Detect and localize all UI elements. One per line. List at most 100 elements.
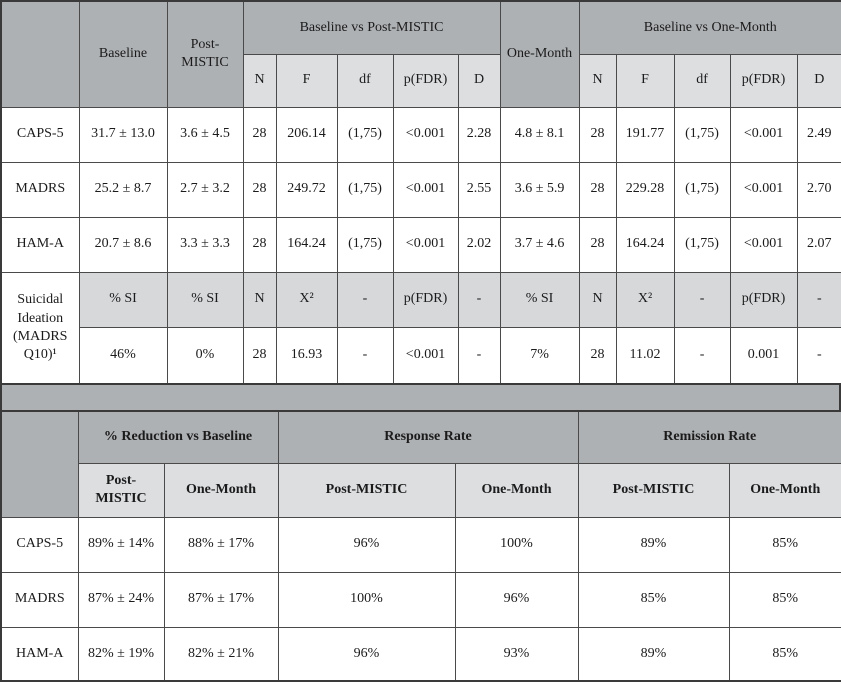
data-cell: 85%: [728, 626, 841, 682]
subheader-df: df: [336, 53, 394, 108]
header-response-rate: Response Rate: [277, 410, 579, 464]
data-cell: -: [457, 326, 501, 385]
data-cell: 3.6 ± 5.9: [499, 161, 580, 218]
table-row: Suicidal Ideation (MADRS Q10)¹ % SI % SI…: [0, 271, 841, 385]
data-cell: 2.49: [796, 106, 841, 163]
data-cell: 206.14: [275, 106, 338, 163]
corner-cell: [0, 410, 79, 518]
data-cell: 25.2 ± 8.7: [78, 161, 168, 218]
data-cell: 28: [578, 216, 617, 273]
data-cell: 96%: [277, 626, 456, 682]
si-subheader: % SI: [78, 271, 168, 328]
data-cell: (1,75): [336, 106, 394, 163]
si-subheader: X²: [275, 271, 338, 328]
data-cell: 2.55: [457, 161, 501, 218]
data-cell: 87% ± 24%: [77, 571, 165, 628]
si-subheader: -: [336, 271, 394, 328]
row-label-hama: HAM-A: [0, 626, 79, 682]
si-subheader: % SI: [166, 271, 244, 328]
subheader-df: df: [673, 53, 731, 108]
data-cell: 100%: [277, 571, 456, 628]
si-subheader: -: [673, 271, 731, 328]
data-cell: 31.7 ± 13.0: [78, 106, 168, 163]
subheader-n: N: [578, 53, 617, 108]
si-subheader: -: [796, 271, 841, 328]
row-label-suicidal-ideation: Suicidal Ideation (MADRS Q10)¹: [0, 271, 80, 385]
separator-band: [0, 385, 841, 410]
data-cell: 89%: [577, 626, 730, 682]
data-cell: 85%: [728, 571, 841, 628]
data-cell: 0.001: [729, 326, 798, 385]
data-cell: (1,75): [673, 161, 731, 218]
row-label-caps5: CAPS-5: [0, 516, 79, 573]
si-subheader: -: [457, 271, 501, 328]
data-cell: 85%: [728, 516, 841, 573]
data-cell: <0.001: [392, 161, 459, 218]
data-cell: -: [796, 326, 841, 385]
subheader-post-mistic: Post-MISTIC: [277, 462, 456, 518]
si-subheader: p(FDR): [392, 271, 459, 328]
data-cell: 100%: [454, 516, 579, 573]
data-cell: -: [336, 326, 394, 385]
data-cell: 4.8 ± 8.1: [499, 106, 580, 163]
data-cell: (1,75): [336, 161, 394, 218]
data-cell: 87% ± 17%: [163, 571, 279, 628]
si-subheader: p(FDR): [729, 271, 798, 328]
table-row: 46% 0% 28 16.93 - <0.001 - 7% 28 11.02 -…: [1, 326, 841, 385]
data-cell: 28: [242, 216, 277, 273]
data-cell: <0.001: [729, 106, 798, 163]
data-cell: 89% ± 14%: [77, 516, 165, 573]
header-remission-rate: Remission Rate: [577, 410, 841, 464]
data-cell: <0.001: [729, 161, 798, 218]
data-cell: 3.6 ± 4.5: [166, 106, 244, 163]
data-cell: 191.77: [615, 106, 675, 163]
rates-table: % Reduction vs Baseline Response Rate Re…: [0, 410, 841, 682]
subheader-f: F: [275, 53, 338, 108]
table-row: MADRS 25.2 ± 8.7 2.7 ± 3.2 28 249.72 (1,…: [0, 161, 841, 218]
data-cell: <0.001: [392, 326, 459, 385]
data-cell: 28: [578, 161, 617, 218]
subheader-f: F: [615, 53, 675, 108]
header-baseline: Baseline: [78, 0, 168, 108]
data-cell: 96%: [454, 571, 579, 628]
data-cell: 3.7 ± 4.6: [499, 216, 580, 273]
data-cell: 249.72: [275, 161, 338, 218]
data-cell: 28: [578, 106, 617, 163]
data-cell: 20.7 ± 8.6: [78, 216, 168, 273]
data-cell: 28: [242, 326, 277, 385]
corner-cell: [0, 0, 80, 108]
data-cell: 2.70: [796, 161, 841, 218]
header-baseline-vs-one-month: Baseline vs One-Month: [578, 0, 841, 55]
data-cell: 0%: [166, 326, 244, 385]
table-row: MADRS 87% ± 24% 87% ± 17% 100% 96% 85% 8…: [0, 571, 841, 628]
data-cell: 96%: [277, 516, 456, 573]
row-label-madrs: MADRS: [0, 161, 80, 218]
table-row: HAM-A 82% ± 19% 82% ± 21% 96% 93% 89% 85…: [0, 626, 841, 682]
data-cell: 7%: [499, 326, 580, 385]
data-cell: 82% ± 19%: [77, 626, 165, 682]
subheader-post-mistic: Post-MISTIC: [577, 462, 730, 518]
statistics-table: Baseline Post-MISTIC Baseline vs Post-MI…: [0, 0, 841, 385]
row-label-caps5: CAPS-5: [0, 106, 80, 163]
data-cell: 2.07: [796, 216, 841, 273]
data-cell: 89%: [577, 516, 730, 573]
data-cell: 11.02: [615, 326, 675, 385]
data-cell: (1,75): [336, 216, 394, 273]
header-one-month: One-Month: [499, 0, 580, 108]
header-baseline-vs-post-mistic: Baseline vs Post-MISTIC: [242, 0, 501, 55]
data-cell: (1,75): [673, 216, 731, 273]
si-subheader: N: [578, 271, 617, 328]
data-cell: 16.93: [275, 326, 338, 385]
subheader-pfdr: p(FDR): [729, 53, 798, 108]
table-row: HAM-A 20.7 ± 8.6 3.3 ± 3.3 28 164.24 (1,…: [0, 216, 841, 273]
subheader-one-month: One-Month: [163, 462, 279, 518]
data-cell: 2.02: [457, 216, 501, 273]
data-cell: 229.28: [615, 161, 675, 218]
data-cell: <0.001: [729, 216, 798, 273]
data-cell: 28: [242, 106, 277, 163]
header-reduction-vs-baseline: % Reduction vs Baseline: [77, 410, 279, 464]
si-subheader: N: [242, 271, 277, 328]
data-cell: 164.24: [615, 216, 675, 273]
data-cell: 2.28: [457, 106, 501, 163]
table-row: CAPS-5 31.7 ± 13.0 3.6 ± 4.5 28 206.14 (…: [0, 106, 841, 163]
